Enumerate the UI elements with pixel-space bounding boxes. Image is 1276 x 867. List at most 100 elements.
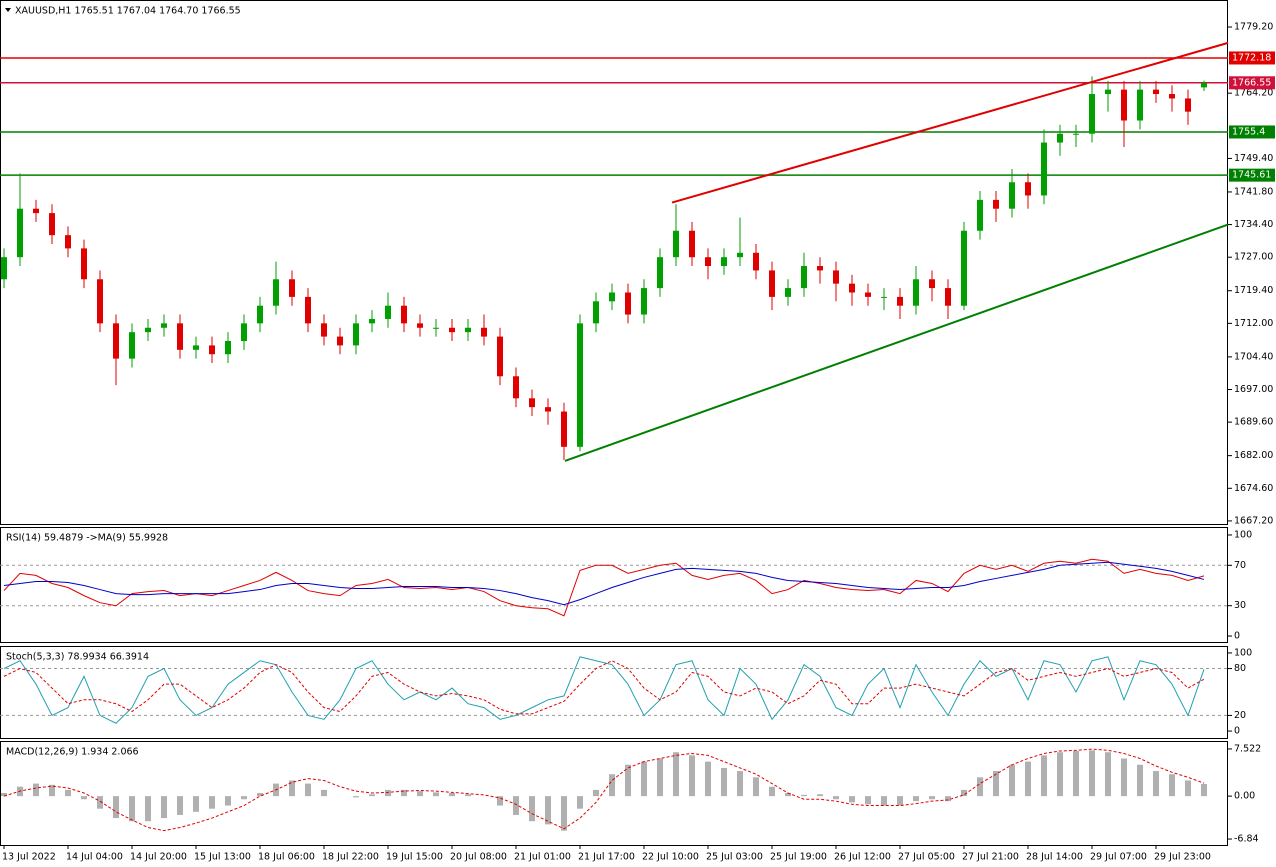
- indicator-line: [3, 561, 1205, 606]
- x-tick-label: 18 Jul 22:00: [322, 852, 379, 863]
- macd-bar: [385, 789, 391, 797]
- y-tick-label: -6.84: [1234, 834, 1259, 845]
- macd-bar: [673, 752, 679, 797]
- candle-body: [321, 323, 327, 337]
- macd-bar: [561, 796, 567, 831]
- indicator-line: [3, 660, 1205, 715]
- x-tick-label: 29 Jul 23:00: [1154, 852, 1211, 863]
- macd-bar: [625, 764, 631, 797]
- rsi-panel: [0, 527, 1228, 643]
- macd-bar: [1025, 761, 1031, 797]
- macd-bar: [769, 786, 775, 797]
- y-tick-label: 7.522: [1234, 743, 1261, 754]
- candle-body: [17, 208, 23, 258]
- macd-bar: [833, 796, 839, 800]
- y-tick-label: 1749.40: [1234, 153, 1273, 164]
- x-tick-label: 25 Jul 19:00: [770, 852, 827, 863]
- candle-body: [1169, 94, 1175, 99]
- candle-body: [961, 230, 967, 306]
- macd-bar: [993, 771, 999, 797]
- candle-body: [81, 248, 87, 280]
- y-tick-label: 1779.20: [1234, 22, 1273, 33]
- candle-body: [657, 257, 663, 289]
- y-tick-label: 1719.40: [1234, 285, 1273, 296]
- candle-body: [705, 257, 711, 267]
- indicator-line: [3, 656, 1205, 724]
- macd-bar: [145, 796, 151, 822]
- candle-body: [737, 252, 743, 258]
- candle-body: [289, 279, 295, 297]
- macd-bar: [705, 761, 711, 797]
- macd-bar: [609, 774, 615, 797]
- macd-bar: [225, 796, 231, 806]
- candle-body: [129, 332, 135, 359]
- candle-body: [817, 266, 823, 271]
- candle-body: [833, 270, 839, 284]
- x-tick-label: 15 Jul 13:00: [194, 852, 251, 863]
- y-tick-label: 0: [1234, 631, 1240, 642]
- level-tag: [1229, 168, 1275, 182]
- candle-body: [785, 288, 791, 297]
- level-tag: [1229, 76, 1275, 90]
- candle-body: [993, 199, 999, 209]
- macd-bar: [513, 796, 519, 815]
- candle-body: [1121, 89, 1127, 121]
- macd-bar: [81, 796, 87, 800]
- macd-bar: [1041, 755, 1047, 797]
- level-tag: [1229, 51, 1275, 65]
- candle-body: [193, 345, 199, 350]
- candle-body: [1025, 182, 1031, 196]
- candle-body: [465, 327, 471, 333]
- macd-bar: [49, 784, 55, 797]
- y-tick-label: 1764.20: [1234, 88, 1273, 99]
- indicator-line: [3, 558, 1205, 617]
- x-tick-label: 13 Jul 2022: [2, 852, 56, 863]
- indicator-line: [3, 748, 1205, 832]
- macd-bar: [929, 796, 935, 800]
- y-tick-label: 1682.00: [1234, 450, 1273, 461]
- candle-body: [161, 323, 167, 328]
- y-tick-label: 0: [1234, 726, 1240, 737]
- candle-body: [625, 292, 631, 315]
- menu-arrow[interactable]: [5, 8, 11, 12]
- macd-bar: [817, 794, 823, 797]
- candle-body: [1153, 89, 1159, 95]
- macd-bar: [33, 783, 39, 797]
- macd-bar: [401, 789, 407, 797]
- y-tick-label: 1712.00: [1234, 318, 1273, 329]
- macd-bar: [433, 792, 439, 797]
- macd-bar: [241, 796, 247, 800]
- macd-panel: [0, 741, 1228, 846]
- x-tick-label: 25 Jul 03:00: [706, 852, 763, 863]
- x-tick-label: 19 Jul 15:00: [386, 852, 443, 863]
- macd-bar: [737, 771, 743, 797]
- candle-body: [945, 288, 951, 306]
- macd-bar: [1073, 750, 1079, 797]
- macd-bar: [785, 792, 791, 797]
- y-tick-label: 1674.60: [1234, 483, 1273, 494]
- x-tick-label: 27 Jul 05:00: [898, 852, 955, 863]
- trend-line: [564, 223, 1229, 462]
- macd-bar: [657, 758, 663, 797]
- candle-body: [529, 398, 535, 408]
- macd-bar: [1153, 771, 1159, 797]
- candle-body: [545, 407, 551, 412]
- macd-bar: [1169, 774, 1175, 797]
- macd-bar: [881, 796, 887, 806]
- y-tick-label: 1741.80: [1234, 186, 1273, 197]
- level-label: 1755.4: [1232, 126, 1265, 137]
- macd-bar: [849, 796, 855, 803]
- candle-body: [177, 323, 183, 350]
- candle-body: [801, 266, 807, 289]
- candle-body: [641, 288, 647, 315]
- candle-body: [49, 213, 55, 236]
- candle-body: [65, 235, 71, 249]
- candle-body: [401, 305, 407, 324]
- candle-body: [753, 252, 759, 271]
- macd-bar: [193, 796, 199, 812]
- candle-body: [225, 340, 231, 355]
- macd-bar: [465, 794, 471, 797]
- candle-body: [97, 279, 103, 324]
- candle-body: [369, 318, 375, 324]
- macd-bar: [1201, 784, 1207, 797]
